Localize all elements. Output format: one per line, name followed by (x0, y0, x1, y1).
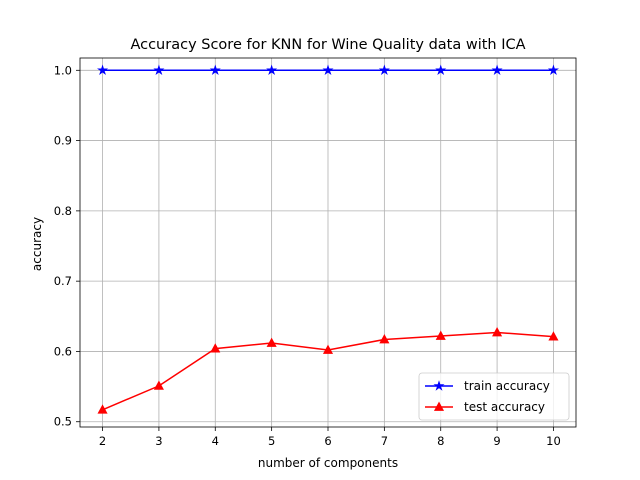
y-axis-label: accuracy (30, 217, 44, 271)
x-tick-label: 4 (212, 434, 219, 448)
x-tick-label: 6 (324, 434, 331, 448)
data-point (266, 337, 277, 347)
y-tick-label: 0.5 (54, 415, 72, 429)
data-point (322, 344, 334, 354)
data-point (322, 64, 334, 75)
data-point (97, 64, 109, 75)
data-point (153, 380, 164, 390)
axes: 2 3 4 5 6 7 8 9 10 0.5 0.6 0.7 0.8 0.9 1.0 (54, 57, 577, 448)
data-point (435, 330, 446, 340)
x-tick-label: 9 (493, 434, 500, 448)
x-tick-label: 8 (437, 434, 444, 448)
x-axis-label: number of components (258, 456, 398, 470)
x-tick-label: 3 (155, 434, 162, 448)
data-point (435, 64, 447, 75)
legend-marker (433, 380, 445, 391)
y-tick-label: 0.9 (54, 134, 72, 148)
x-tick-label: 2 (99, 434, 106, 448)
y-tick-label: 1.0 (54, 63, 72, 77)
legend-marker (433, 401, 445, 411)
legend-box (418, 372, 570, 421)
data-point (97, 404, 108, 414)
data-point (379, 334, 390, 344)
y-tick-label: 0.8 (54, 204, 72, 218)
data-point (547, 64, 559, 75)
series (97, 64, 559, 414)
data-point (548, 331, 559, 341)
series-train-accuracy (97, 64, 559, 75)
y-tick-label: 0.7 (54, 274, 72, 288)
x-tick-label: 5 (268, 434, 275, 448)
data-point (266, 64, 278, 75)
data-point (378, 64, 390, 75)
data-point (209, 64, 221, 75)
x-tick-label: 7 (381, 434, 388, 448)
y-tick-label: 0.6 (54, 344, 72, 358)
x-tick-label: 10 (546, 434, 561, 448)
data-point (210, 343, 221, 353)
legend-label: test accuracy (464, 400, 545, 414)
legend-label: train accuracy (464, 379, 550, 393)
data-point (491, 64, 503, 75)
legend: train accuracy test accuracy (418, 372, 570, 421)
data-point (492, 327, 503, 337)
series-test-accuracy (97, 327, 559, 414)
data-point (153, 64, 165, 75)
chart-title: Accuracy Score for KNN for Wine Quality … (130, 37, 525, 53)
